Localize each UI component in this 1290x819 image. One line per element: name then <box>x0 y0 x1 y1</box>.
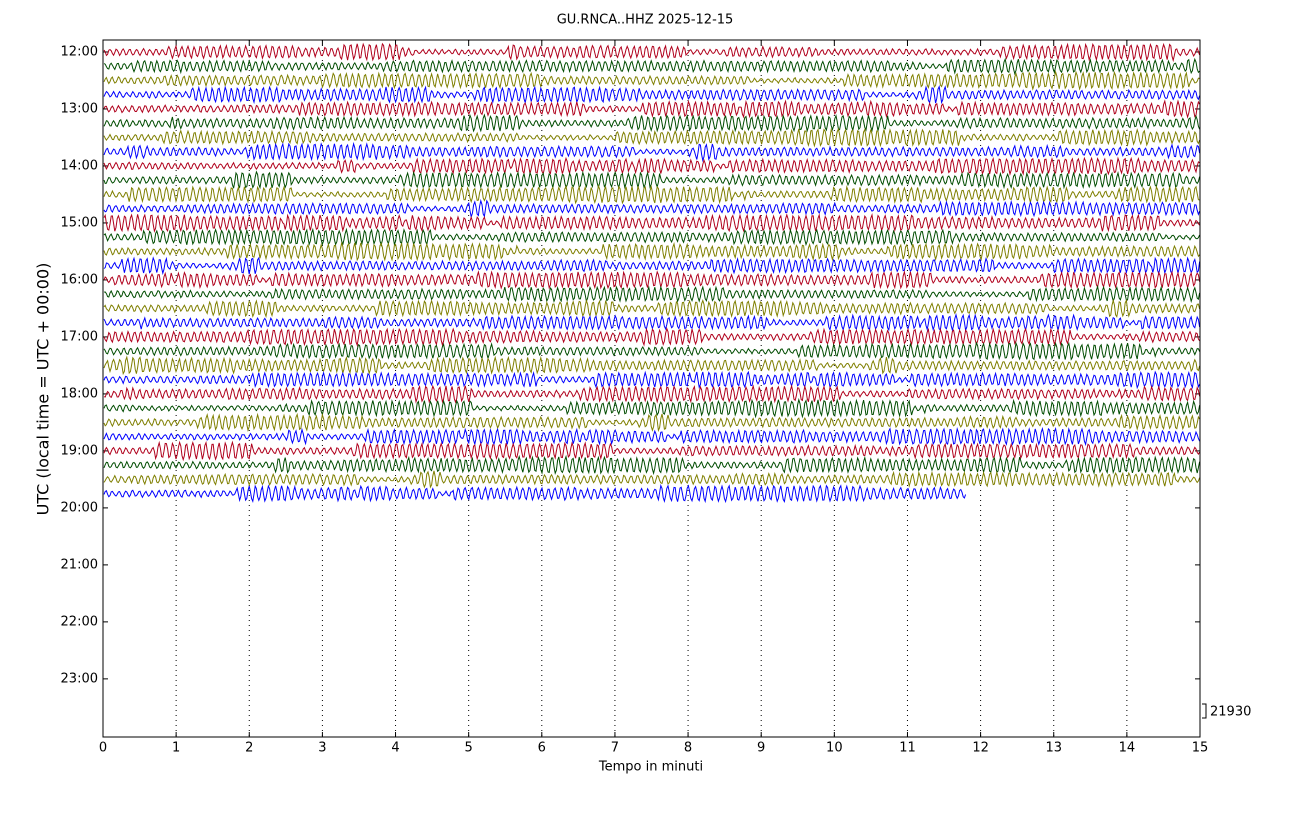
seismic-trace <box>103 184 1200 205</box>
x-tick-label: 14 <box>1119 741 1136 756</box>
seismic-trace <box>103 85 1201 105</box>
y-tick-label: 12:00 <box>61 44 98 59</box>
seismic-trace <box>103 355 1201 376</box>
y-tick-label: 21:00 <box>61 557 98 572</box>
seismic-trace <box>103 426 1201 447</box>
x-tick-label: 8 <box>684 741 692 756</box>
y-tick-label: 15:00 <box>61 215 98 230</box>
x-tick-label: 11 <box>899 741 916 756</box>
y-tick-label: 19:00 <box>61 443 98 458</box>
seismic-trace <box>103 470 1201 489</box>
seismic-trace <box>103 227 1201 247</box>
seismic-trace <box>103 241 1200 262</box>
x-tick-label: 1 <box>172 741 180 756</box>
x-tick-label: 3 <box>318 741 326 756</box>
x-tick-label: 15 <box>1192 741 1209 756</box>
plot-frame <box>102 39 1201 738</box>
x-tick-label: 12 <box>972 741 989 756</box>
x-tick-label: 2 <box>245 741 253 756</box>
seismic-trace <box>103 57 1200 76</box>
x-tick-label: 5 <box>465 741 473 756</box>
y-tick-label: 18:00 <box>61 386 98 401</box>
scale-label: 21930 <box>1210 705 1251 720</box>
seismic-trace <box>103 284 1201 304</box>
seismic-trace <box>103 326 1201 347</box>
x-tick-label: 0 <box>99 741 107 756</box>
seismic-trace <box>103 127 1201 148</box>
y-tick-label: 13:00 <box>61 101 98 116</box>
seismic-trace <box>103 454 1201 476</box>
seismic-trace <box>103 70 1200 91</box>
seismic-trace <box>103 298 1201 319</box>
x-axis-label: Tempo in minuti <box>598 760 703 775</box>
seismic-trace <box>103 170 1201 190</box>
y-tick-label: 23:00 <box>61 671 98 686</box>
seismic-trace <box>103 483 967 504</box>
x-tick-label: 9 <box>757 741 765 756</box>
seismic-trace <box>103 370 1201 390</box>
seismic-trace <box>103 384 1201 404</box>
seismic-trace <box>103 341 1201 361</box>
seismic-trace <box>103 141 1201 163</box>
x-tick-label: 10 <box>826 741 843 756</box>
x-tick-label: 7 <box>611 741 619 756</box>
seismic-trace <box>103 213 1200 233</box>
x-tick-label: 4 <box>391 741 399 756</box>
seismic-trace <box>103 312 1201 333</box>
chart-title: GU.RNCA..HHZ 2025-12-15 <box>557 13 734 28</box>
seismic-trace <box>103 412 1201 433</box>
seismic-trace <box>103 270 1201 290</box>
seismic-trace <box>103 256 1201 276</box>
x-tick-label: 6 <box>538 741 546 756</box>
seismic-trace <box>103 440 1201 462</box>
y-tick-label: 17:00 <box>61 329 98 344</box>
seismic-trace <box>103 198 1201 219</box>
seismic-trace <box>103 156 1200 176</box>
y-tick-label: 20:00 <box>61 500 98 515</box>
y-tick-label: 14:00 <box>61 158 98 173</box>
x-tick-label: 13 <box>1045 741 1062 756</box>
seismic-trace <box>103 397 1201 419</box>
seismic-trace <box>103 42 1201 63</box>
y-tick-label: 22:00 <box>61 614 98 629</box>
y-axis-label: UTC (local time = UTC + 00:00) <box>34 263 53 516</box>
scale-bar <box>1202 703 1207 719</box>
seismic-trace <box>103 113 1201 133</box>
y-tick-label: 16:00 <box>61 272 98 287</box>
seismic-trace <box>103 99 1201 119</box>
